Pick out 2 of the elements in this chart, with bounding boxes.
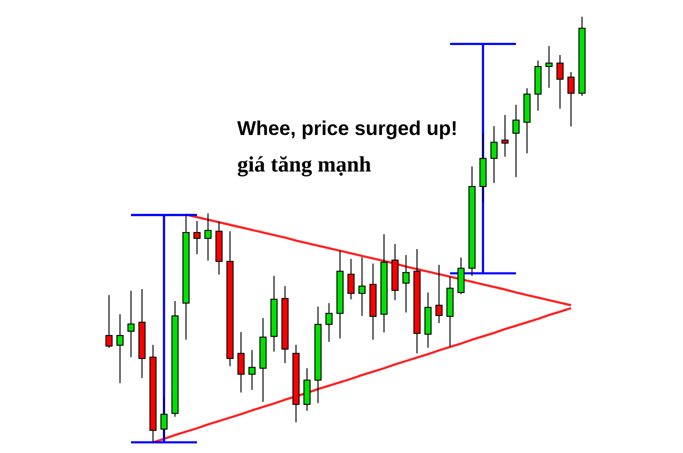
annotation: Whee, price surged up! (237, 120, 456, 140)
annotation: giá tăng mạnh (238, 156, 371, 176)
